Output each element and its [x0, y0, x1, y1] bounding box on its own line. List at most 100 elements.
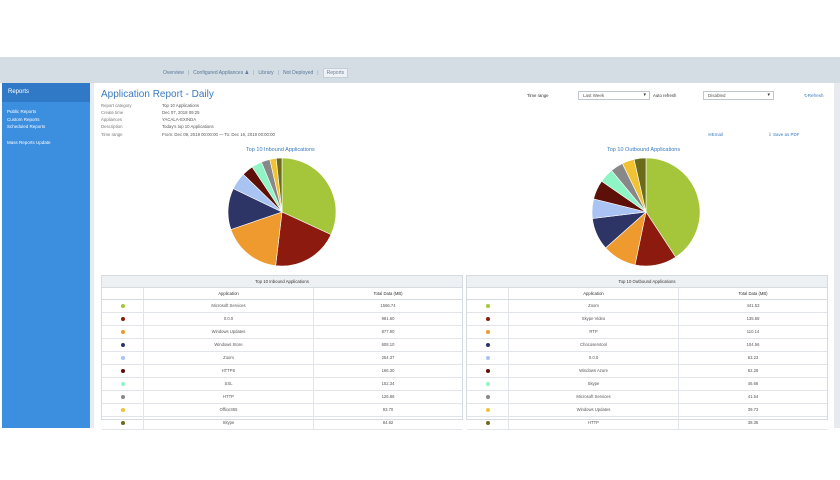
inbound-rows: Microsoft Services 1566.74 0.0.0 981.60 Wind… [102, 300, 462, 430]
application-cell: Windows Azure [509, 365, 679, 377]
sidebar-item-public-reports[interactable]: Public Reports [7, 109, 37, 114]
application-cell: Chocoservtool [509, 339, 679, 351]
total-cell: 63.23 [747, 355, 759, 360]
time-range-value: Last Week [583, 93, 605, 98]
sidebar-header: Reports [2, 83, 90, 102]
table-row: Windows Updates 877.90 [102, 326, 462, 339]
legend-swatch [102, 352, 144, 364]
table-row: Microsoft Services 1566.74 [102, 300, 462, 313]
column-header-total[interactable]: Total Data (MB) [373, 291, 403, 296]
sidebar: Reports Public Reports Custom Reports Sc… [2, 83, 90, 428]
table-row: Office365 93.70 [102, 404, 462, 417]
color-dot [485, 369, 490, 373]
pie-slice-skype[interactable] [275, 157, 283, 213]
outbound-rows: Zoom 441.53 Skype Video 135.68 RTP 110.14 Choc… [467, 300, 827, 430]
meta-value-create-time: Dec 07, 2018 09:25 [162, 110, 200, 115]
table-row: Zoom 254.37 [102, 352, 462, 365]
color-dot [120, 356, 125, 360]
legend-swatch [102, 365, 144, 377]
inbound-table-caption: Top 10 Inbound Applications [102, 276, 462, 288]
application-cell: Windows Store [144, 339, 314, 351]
nav-not-deployed[interactable]: Not Deployed [283, 70, 314, 76]
legend-swatch [467, 352, 509, 364]
color-dot [485, 317, 490, 321]
total-cell: 41.54 [747, 394, 759, 399]
application-cell: RTP [509, 326, 679, 338]
nav-overview[interactable]: Overview [163, 70, 184, 76]
color-dot [485, 356, 490, 360]
page-title: Application Report - Daily [101, 89, 214, 100]
table-row: Windows Store 608.10 [102, 339, 462, 352]
color-column-header [467, 288, 509, 299]
total-cell: 110.14 [746, 329, 760, 334]
sidebar-item-mass-reports-update[interactable]: Mass Reports Update [7, 140, 51, 145]
table-row: HTTP 38.36 [467, 417, 827, 430]
total-cell: 877.90 [381, 329, 395, 334]
application-cell: Microsoft Services [144, 300, 314, 312]
time-range-label: Time range [527, 93, 549, 98]
legend-swatch [102, 313, 144, 325]
legend-swatch [102, 300, 144, 312]
pie-slice-http[interactable] [633, 157, 647, 213]
legend-swatch [467, 365, 509, 377]
legend-swatch [467, 417, 509, 429]
sidebar-item-custom-reports[interactable]: Custom Reports [7, 117, 40, 122]
save-pdf-button[interactable]: ⇩ Save as PDF [768, 132, 800, 137]
application-cell: 0.0.0 [509, 352, 679, 364]
column-header-application[interactable]: Application [509, 288, 679, 299]
total-cell: 62.26 [747, 368, 759, 373]
color-dot [120, 304, 125, 308]
legend-swatch [102, 391, 144, 403]
total-cell: 104.56 [746, 342, 760, 347]
column-header-application[interactable]: Application [144, 288, 314, 299]
auto-refresh-label: Auto refresh [653, 93, 677, 98]
total-cell: 126.86 [381, 394, 395, 399]
auto-refresh-value: Disabled [708, 93, 726, 98]
legend-swatch [102, 378, 144, 390]
legend-swatch [102, 326, 144, 338]
legend-swatch [102, 417, 144, 429]
legend-swatch [467, 300, 509, 312]
refresh-button[interactable]: ↻Refresh [804, 93, 824, 98]
sidebar-divider [90, 83, 94, 428]
total-cell: 93.70 [382, 407, 394, 412]
legend-swatch [102, 404, 144, 416]
table-row: Chocoservtool 104.56 [467, 339, 827, 352]
sidebar-item-scheduled-reports[interactable]: Scheduled Reports [7, 124, 46, 129]
color-dot [485, 343, 490, 347]
outbound-chart-title: Top 10 Outbound Applications [607, 147, 681, 153]
column-header-total[interactable]: Total Data (MB) [738, 291, 768, 296]
pie-slice-0-0-0[interactable] [275, 211, 332, 267]
application-cell: Skype Video [509, 313, 679, 325]
nav-reports[interactable]: Reports [322, 68, 349, 78]
outbound-table: Top 10 Outbound Applications Application… [466, 275, 828, 430]
color-dot [485, 330, 490, 334]
nav-configured-appliances[interactable]: Configured Appliances ♟ [193, 70, 250, 76]
nav-library[interactable]: Library [258, 70, 274, 76]
application-cell: Zoom [509, 300, 679, 312]
color-dot [485, 382, 490, 386]
table-row: HTTPS 166.30 [102, 365, 462, 378]
meta-value-category: Top 10 Applications [162, 103, 200, 108]
color-dot [120, 369, 125, 373]
table-row: Windows Updates 39.73 [467, 404, 827, 417]
total-cell: 135.68 [746, 316, 760, 321]
application-cell: 0.0.0 [144, 313, 314, 325]
meta-value-appliances: YACALA-EXINDA [162, 117, 197, 122]
color-column-header [102, 288, 144, 299]
application-cell: Office365 [144, 404, 314, 416]
meta-label-description: Description [101, 124, 123, 129]
meta-value-description: Today's top 10 Applications [162, 124, 214, 129]
auto-refresh-select[interactable]: Disabled ▾ [703, 91, 774, 100]
total-cell: 981.60 [381, 316, 395, 321]
email-icon: ✉ [708, 132, 712, 137]
nav-separator: | [317, 70, 319, 76]
pie-slice-microsoft-services[interactable] [281, 157, 337, 236]
email-button[interactable]: ✉Email [708, 132, 724, 137]
total-cell: 608.10 [381, 342, 395, 347]
total-cell: 152.34 [381, 381, 395, 386]
color-dot [485, 408, 490, 412]
time-range-select[interactable]: Last Week ▾ [578, 91, 650, 100]
outbound-pie-chart [591, 157, 701, 267]
scroll-track[interactable] [834, 83, 840, 428]
